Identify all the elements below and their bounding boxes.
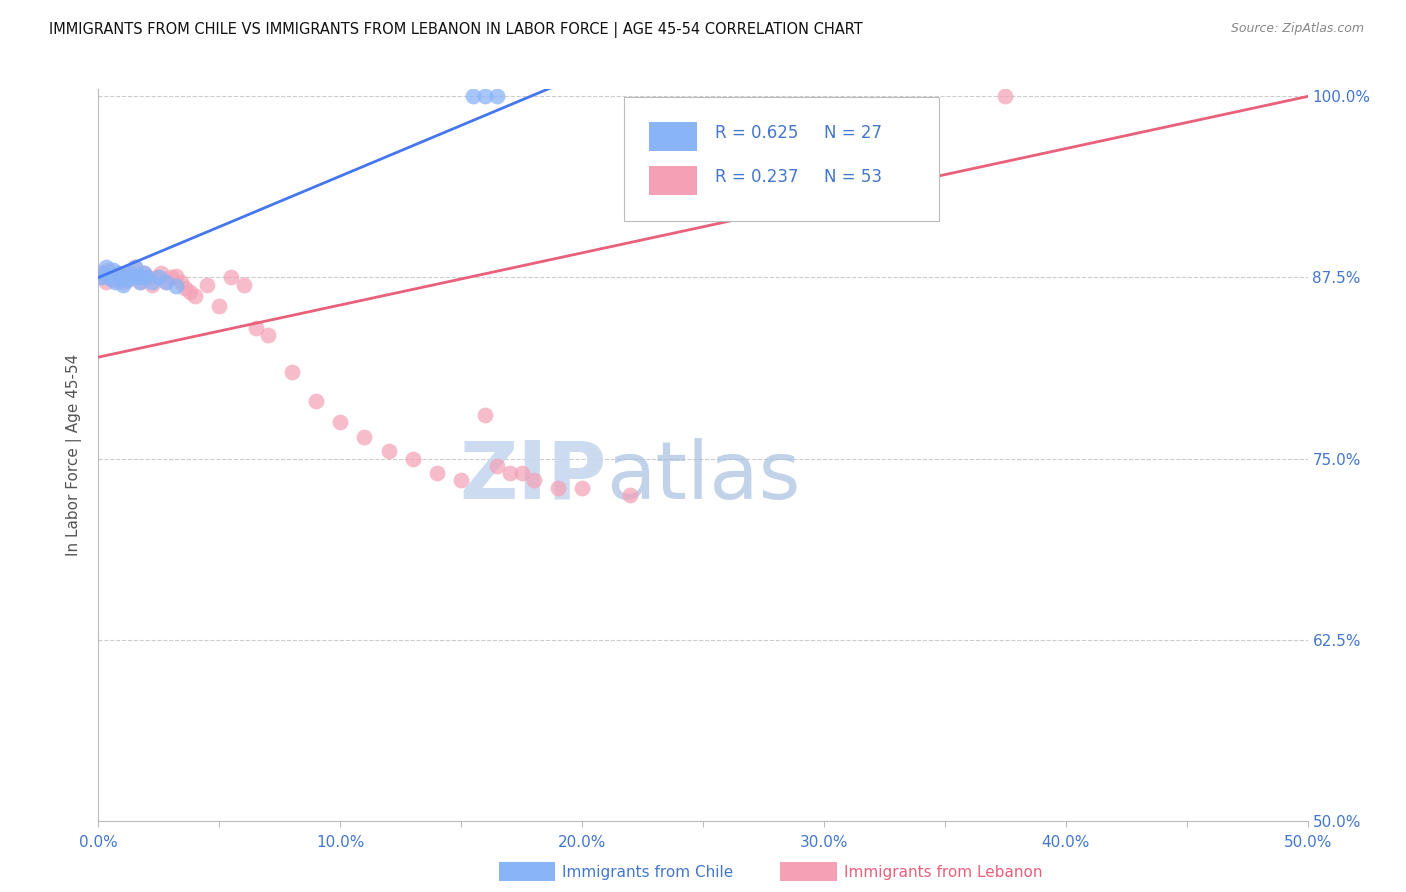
Point — [97, 268, 120, 283]
Point — [94, 275, 117, 289]
Point — [994, 89, 1017, 103]
Point — [155, 275, 177, 289]
Point — [256, 328, 278, 343]
Point — [97, 263, 120, 277]
Point — [127, 268, 149, 283]
Point — [111, 277, 134, 292]
FancyBboxPatch shape — [624, 96, 939, 221]
Point — [108, 270, 131, 285]
Point — [571, 481, 593, 495]
Point — [121, 270, 143, 285]
Point — [131, 270, 153, 285]
Point — [135, 270, 157, 285]
Point — [100, 268, 122, 283]
Point — [510, 466, 533, 480]
Text: atlas: atlas — [606, 438, 800, 516]
Point — [114, 268, 136, 283]
Point — [184, 289, 207, 303]
Text: Source: ZipAtlas.com: Source: ZipAtlas.com — [1230, 22, 1364, 36]
Point — [104, 273, 127, 287]
Point — [377, 444, 399, 458]
Point — [91, 270, 114, 285]
Point — [619, 488, 641, 502]
Point — [402, 451, 425, 466]
Point — [128, 275, 150, 289]
Point — [128, 275, 150, 289]
Point — [145, 270, 167, 285]
Point — [107, 266, 129, 280]
Point — [141, 277, 163, 292]
Point — [179, 285, 201, 299]
Point — [155, 275, 177, 289]
Text: N = 27: N = 27 — [824, 124, 882, 142]
Point — [134, 266, 156, 280]
Point — [195, 277, 218, 292]
Point — [117, 273, 139, 287]
Text: R = 0.625: R = 0.625 — [716, 124, 799, 142]
Point — [107, 266, 129, 280]
Point — [165, 279, 187, 293]
Point — [474, 89, 496, 103]
Text: Immigrants from Chile: Immigrants from Chile — [562, 865, 734, 880]
Bar — [648, 122, 697, 152]
Text: Immigrants from Lebanon: Immigrants from Lebanon — [844, 865, 1042, 880]
Point — [160, 270, 183, 285]
Point — [90, 266, 112, 280]
Point — [94, 260, 117, 275]
Point — [150, 266, 173, 280]
Point — [108, 270, 131, 285]
Point — [305, 393, 328, 408]
Point — [111, 275, 134, 289]
Point — [117, 273, 139, 287]
Point — [174, 280, 197, 294]
Point — [104, 275, 127, 289]
Point — [498, 466, 520, 480]
Point — [131, 270, 153, 285]
Point — [101, 263, 124, 277]
Point — [169, 275, 191, 289]
Text: IMMIGRANTS FROM CHILE VS IMMIGRANTS FROM LEBANON IN LABOR FORCE | AGE 45-54 CORR: IMMIGRANTS FROM CHILE VS IMMIGRANTS FROM… — [49, 22, 863, 38]
Point — [90, 270, 112, 285]
Point — [245, 321, 267, 335]
Point — [547, 481, 569, 495]
Point — [221, 270, 243, 285]
Point — [165, 268, 187, 283]
Point — [426, 466, 449, 480]
Point — [127, 268, 149, 283]
Point — [118, 266, 141, 280]
Point — [124, 260, 146, 275]
Y-axis label: In Labor Force | Age 45-54: In Labor Force | Age 45-54 — [66, 354, 83, 556]
Point — [121, 270, 143, 285]
Point — [232, 277, 254, 292]
Point — [134, 266, 156, 280]
Bar — [648, 166, 697, 195]
Point — [135, 270, 157, 285]
Point — [486, 89, 509, 103]
Text: R = 0.237: R = 0.237 — [716, 168, 799, 186]
Point — [118, 266, 141, 280]
Point — [114, 268, 136, 283]
Point — [141, 275, 163, 289]
Point — [148, 270, 170, 285]
Text: ZIP: ZIP — [458, 438, 606, 516]
Point — [329, 415, 352, 429]
Text: N = 53: N = 53 — [824, 168, 882, 186]
Point — [100, 272, 122, 286]
Point — [91, 266, 114, 280]
Point — [208, 300, 231, 314]
Point — [463, 89, 485, 103]
Point — [523, 473, 546, 487]
Point — [486, 458, 509, 473]
Point — [101, 270, 124, 285]
Point — [450, 473, 472, 487]
Point — [353, 430, 375, 444]
Point — [124, 260, 146, 275]
Point — [281, 365, 304, 379]
Point — [474, 408, 496, 422]
